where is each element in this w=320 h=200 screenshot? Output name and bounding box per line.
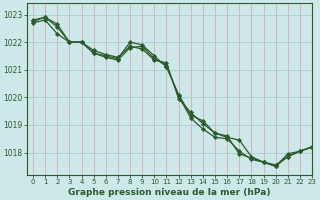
X-axis label: Graphe pression niveau de la mer (hPa): Graphe pression niveau de la mer (hPa) bbox=[68, 188, 271, 197]
